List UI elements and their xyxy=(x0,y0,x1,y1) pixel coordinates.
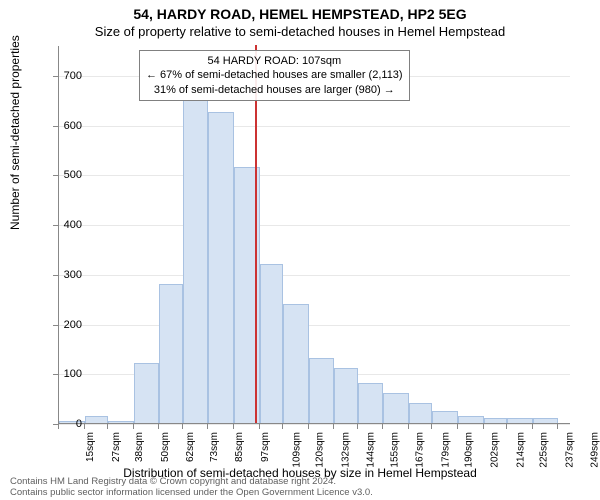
xtick-mark xyxy=(282,424,283,429)
ytick-label: 600 xyxy=(64,120,82,132)
annotation-line: 31% of semi-detached houses are larger (… xyxy=(146,83,403,97)
xtick-label: 167sqm xyxy=(415,432,426,468)
histogram-bar xyxy=(383,393,409,423)
ytick-label: 700 xyxy=(64,70,82,82)
xtick-mark xyxy=(408,424,409,429)
annotation-box: 54 HARDY ROAD: 107sqm← 67% of semi-detac… xyxy=(139,50,410,101)
xtick-label: 50sqm xyxy=(160,432,171,462)
ytick-mark xyxy=(53,225,58,226)
xtick-mark xyxy=(457,424,458,429)
ytick-label: 100 xyxy=(64,368,82,380)
xtick-label: 62sqm xyxy=(185,432,196,462)
xtick-mark xyxy=(233,424,234,429)
y-axis-label: Number of semi-detached properties xyxy=(8,35,22,230)
ytick-mark xyxy=(53,325,58,326)
ytick-mark xyxy=(53,175,58,176)
annotation-line: 54 HARDY ROAD: 107sqm xyxy=(146,54,403,68)
xtick-mark xyxy=(182,424,183,429)
footer-line2: Contains public sector information licen… xyxy=(10,487,373,498)
xtick-label: 38sqm xyxy=(134,432,145,462)
xtick-label: 132sqm xyxy=(340,432,351,468)
ytick-mark xyxy=(53,126,58,127)
xtick-mark xyxy=(133,424,134,429)
histogram-bar xyxy=(283,304,309,423)
xtick-label: 144sqm xyxy=(366,432,377,468)
xtick-mark xyxy=(107,424,108,429)
ytick-mark xyxy=(53,76,58,77)
xtick-mark xyxy=(557,424,558,429)
histogram-bar xyxy=(533,418,559,423)
title-address: 54, HARDY ROAD, HEMEL HEMPSTEAD, HP2 5EG xyxy=(0,0,600,22)
xtick-label: 27sqm xyxy=(111,432,122,462)
xtick-label: 109sqm xyxy=(291,432,302,468)
plot-area: 54 HARDY ROAD: 107sqm← 67% of semi-detac… xyxy=(58,46,570,424)
histogram-bar xyxy=(260,264,283,423)
xtick-mark xyxy=(483,424,484,429)
xtick-mark xyxy=(506,424,507,429)
xtick-label: 237sqm xyxy=(564,432,575,468)
ytick-label: 500 xyxy=(64,169,82,181)
histogram-bar xyxy=(358,383,384,423)
histogram-bar xyxy=(484,418,507,423)
footer-line1: Contains HM Land Registry data © Crown c… xyxy=(10,476,373,487)
annotation-line: ← 67% of semi-detached houses are smalle… xyxy=(146,68,403,82)
xtick-mark xyxy=(357,424,358,429)
xtick-label: 202sqm xyxy=(490,432,501,468)
xtick-mark xyxy=(532,424,533,429)
grid-line xyxy=(59,126,570,127)
xtick-mark xyxy=(259,424,260,429)
grid-line xyxy=(59,424,570,425)
xtick-label: 73sqm xyxy=(209,432,220,462)
subject-marker-line xyxy=(255,45,257,423)
xtick-label: 155sqm xyxy=(389,432,400,468)
title-subtitle: Size of property relative to semi-detach… xyxy=(0,22,600,39)
xtick-label: 249sqm xyxy=(590,432,600,468)
xtick-mark xyxy=(158,424,159,429)
ytick-mark xyxy=(53,374,58,375)
footer-attribution: Contains HM Land Registry data © Crown c… xyxy=(10,476,373,498)
xtick-label: 120sqm xyxy=(315,432,326,468)
histogram-bar xyxy=(208,112,234,423)
xtick-label: 97sqm xyxy=(260,432,271,462)
grid-line xyxy=(59,225,570,226)
xtick-label: 15sqm xyxy=(85,432,96,462)
ytick-label: 400 xyxy=(64,219,82,231)
grid-line xyxy=(59,275,570,276)
ytick-label: 0 xyxy=(76,418,82,430)
ytick-label: 200 xyxy=(64,319,82,331)
histogram-bar xyxy=(334,368,357,423)
xtick-label: 85sqm xyxy=(234,432,245,462)
xtick-label: 214sqm xyxy=(515,432,526,468)
chart-area: 54 HARDY ROAD: 107sqm← 67% of semi-detac… xyxy=(58,46,570,424)
ytick-label: 300 xyxy=(64,269,82,281)
histogram-bar xyxy=(108,421,134,423)
xtick-mark xyxy=(431,424,432,429)
xtick-mark xyxy=(382,424,383,429)
xtick-label: 225sqm xyxy=(539,432,550,468)
xtick-mark xyxy=(84,424,85,429)
histogram-bar xyxy=(432,411,458,423)
xtick-mark xyxy=(308,424,309,429)
grid-line xyxy=(59,175,570,176)
xtick-mark xyxy=(207,424,208,429)
histogram-bar xyxy=(309,358,335,423)
histogram-bar xyxy=(183,100,209,423)
histogram-bar xyxy=(507,418,533,423)
histogram-bar xyxy=(85,416,108,423)
xtick-mark xyxy=(58,424,59,429)
xtick-label: 190sqm xyxy=(464,432,475,468)
histogram-bar xyxy=(134,363,160,423)
xtick-mark xyxy=(333,424,334,429)
xtick-label: 179sqm xyxy=(440,432,451,468)
histogram-bar xyxy=(458,416,484,423)
histogram-bar xyxy=(159,284,182,423)
histogram-bar xyxy=(409,403,432,423)
grid-line xyxy=(59,325,570,326)
ytick-mark xyxy=(53,275,58,276)
